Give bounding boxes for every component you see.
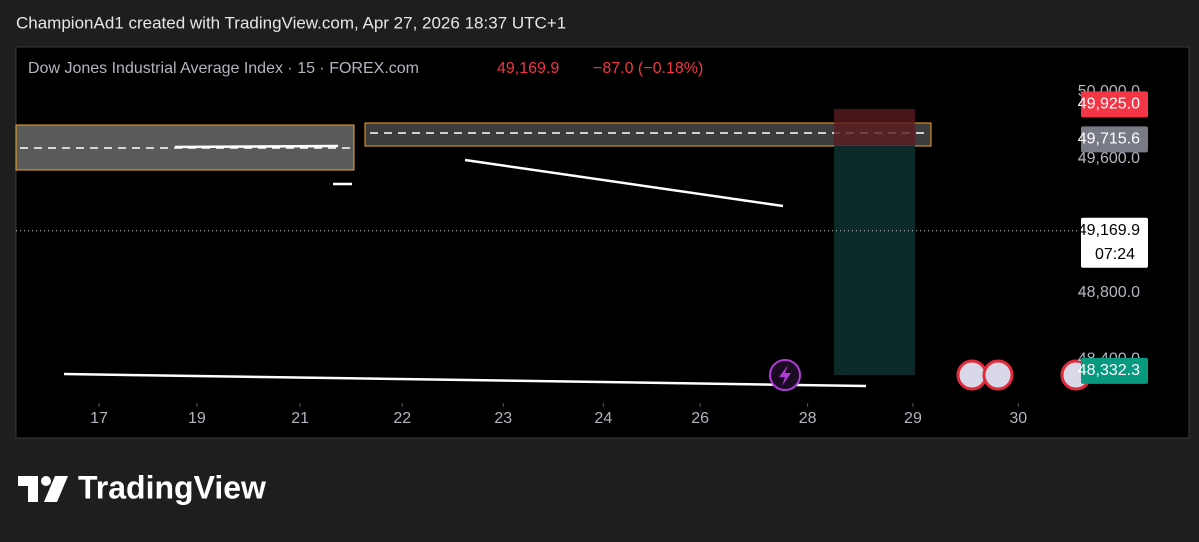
last-price: 49,169.9 xyxy=(497,60,559,77)
credit: ChampionAd1 created with TradingView.com… xyxy=(16,13,566,32)
zone xyxy=(364,122,932,147)
price-label: 49,169.9 xyxy=(1078,222,1140,239)
logo-mark xyxy=(44,476,68,502)
flag-icon xyxy=(982,359,1014,391)
x-tick-label: 19 xyxy=(188,410,206,427)
trendline xyxy=(464,158,784,208)
trendline xyxy=(174,144,339,149)
x-tick-label: 24 xyxy=(594,410,612,427)
brand: TradingView xyxy=(78,469,266,505)
x-tick-label: 23 xyxy=(494,410,512,427)
logo xyxy=(18,476,68,502)
price-label-box xyxy=(1081,357,1148,384)
countdown: 07:24 xyxy=(1095,246,1135,263)
logo-mark xyxy=(41,476,51,486)
stop-zone xyxy=(834,109,915,146)
x-tick-label: 28 xyxy=(799,410,817,427)
chart-frame xyxy=(15,46,1190,439)
price-label: 49,715.6 xyxy=(1078,131,1140,148)
logo-mark xyxy=(18,476,38,502)
trendline xyxy=(63,372,867,388)
price-label-box xyxy=(1081,91,1148,118)
x-tick-label: 30 xyxy=(1009,410,1027,427)
price-label-box xyxy=(1081,217,1148,268)
flag-icon xyxy=(956,359,988,391)
x-tick-label: 17 xyxy=(90,410,108,427)
event-icon xyxy=(779,365,791,386)
price-label-box xyxy=(1081,126,1148,153)
target-zone xyxy=(834,146,915,375)
chart-title: Dow Jones Industrial Average Index · 15 … xyxy=(28,60,419,77)
y-tick-label: 48,800.0 xyxy=(1078,284,1140,301)
x-tick-label: 29 xyxy=(904,410,922,427)
y-tick-label: 49,600.0 xyxy=(1078,150,1140,167)
change: −87.0 (−0.18%) xyxy=(593,60,703,77)
x-tick-label: 22 xyxy=(393,410,411,427)
price-label: 49,925.0 xyxy=(1078,96,1140,113)
x-tick-label: 21 xyxy=(291,410,309,427)
x-tick-label: 26 xyxy=(691,410,709,427)
price-label: 48,332.3 xyxy=(1078,362,1140,379)
